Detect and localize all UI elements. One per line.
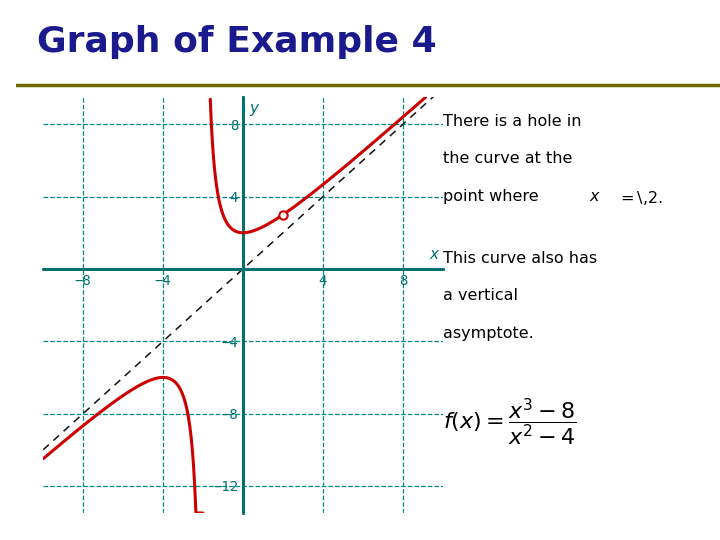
Text: x: x: [430, 247, 438, 262]
Text: point where: point where: [444, 188, 544, 204]
Text: This curve also has: This curve also has: [444, 251, 598, 266]
Text: Graph of Example 4: Graph of Example 4: [37, 25, 437, 58]
Text: There is a hole in: There is a hole in: [444, 114, 582, 129]
Text: $=$\,2.: $=$\,2.: [617, 188, 663, 207]
Text: a vertical: a vertical: [444, 288, 518, 303]
Text: asymptote.: asymptote.: [444, 326, 534, 341]
Text: $f(x)=\dfrac{x^3-8}{x^2-4}$: $f(x)=\dfrac{x^3-8}{x^2-4}$: [444, 396, 577, 448]
Text: the curve at the: the curve at the: [444, 151, 572, 166]
Text: y: y: [249, 101, 258, 116]
Text: $x$: $x$: [589, 188, 601, 204]
